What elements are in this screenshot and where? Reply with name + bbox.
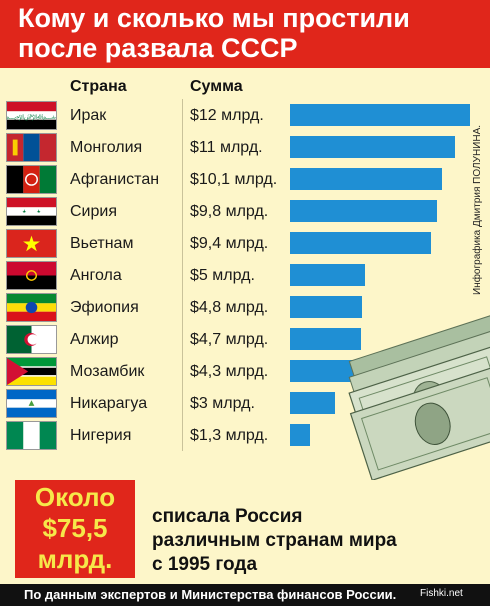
country-label: Афганистан [70,171,160,188]
amount-label: $9,8 млрд. [190,203,269,220]
country-label: Ирак [70,107,107,124]
amount-label: $1,3 млрд. [190,427,269,444]
bar [290,104,470,126]
country-label: Монголия [70,139,143,156]
bar [290,136,455,158]
country-label: Эфиопия [70,299,139,316]
source-note: По данным экспертов и Министерства финан… [24,587,397,602]
flag-icon-mozambique [6,357,57,386]
credit-text: Инфографика Дмитрия ПОЛУНИНА. [472,124,483,295]
bar [290,168,442,190]
summary-line-3: с 1995 года [152,554,258,575]
bar [290,392,335,414]
country-label: Сирия [70,203,117,220]
column-header-amount: Сумма [190,78,243,95]
flag-icon-ethiopia [6,293,57,322]
money-illustration [348,314,490,480]
amount-label: $12 млрд. [190,107,264,124]
flag-icon-afghanistan [6,165,57,194]
site-logo: Fishki.net [420,588,463,599]
column-separator [182,99,183,451]
footer-bar: По данным экспертов и Министерства финан… [0,584,490,606]
country-label: Никарагуа [70,395,148,412]
flag-icon-mongolia [6,133,57,162]
header-banner: Кому и сколько мы простили после развала… [0,0,490,68]
column-header-country: Страна [70,78,127,95]
bar [290,296,362,318]
country-label: Нигерия [70,427,132,444]
summary-line-2: различным странам мира [152,530,397,551]
total-line-2: $75,5 [42,513,108,543]
title-line-2: после развала СССР [18,33,298,63]
page-title: Кому и сколько мы простили после развала… [18,3,478,63]
amount-label: $10,1 млрд. [190,171,278,188]
amount-label: $3 млрд. [190,395,255,412]
bar [290,424,310,446]
amount-label: $5 млрд. [190,267,255,284]
flag-icon-iraq: ﷽ [6,101,57,130]
svg-text:﷽: ﷽ [7,112,56,121]
flag-icon-vietnam [6,229,57,258]
amount-label: $11 млрд. [190,139,263,156]
bar [290,360,355,382]
flag-icon-angola [6,261,57,290]
country-label: Мозамбик [70,363,145,380]
amount-label: $4,3 млрд. [190,363,269,380]
total-amount: Около $75,5 млрд. [15,482,135,575]
amount-label: $4,8 млрд. [190,299,269,316]
flag-icon-nicaragua [6,389,57,418]
country-label: Вьетнам [70,235,134,252]
summary-text: списала Россия различным странам мира с … [152,505,472,577]
total-line-3: млрд. [37,544,113,574]
bar [290,232,431,254]
total-line-1: Около [34,482,116,512]
flag-icon-syria [6,197,57,226]
title-line-1: Кому и сколько мы простили [18,3,410,33]
flag-icon-nigeria [6,421,57,450]
bar [290,328,361,350]
amount-label: $4,7 млрд. [190,331,269,348]
flag-icon-algeria [6,325,57,354]
credit-vertical: Инфографика Дмитрия ПОЛУНИНА. [472,124,486,295]
amount-label: $9,4 млрд. [190,235,269,252]
summary-line-1: списала Россия [152,506,303,527]
total-highlight-box: Около $75,5 млрд. [15,480,135,578]
bar [290,264,365,286]
country-label: Алжир [70,331,119,348]
bar [290,200,437,222]
country-label: Ангола [70,267,122,284]
